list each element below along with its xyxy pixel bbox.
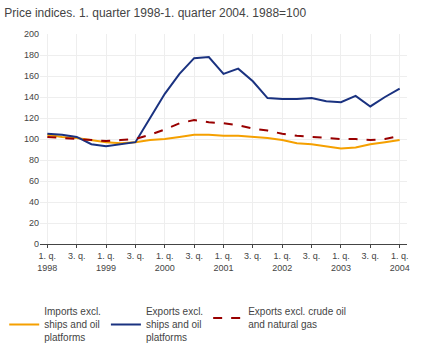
svg-text:20: 20 <box>29 218 39 228</box>
svg-text:60: 60 <box>29 176 39 186</box>
svg-text:3. q.: 3. q. <box>244 251 262 261</box>
svg-text:1. q.2004: 1. q.2004 <box>390 251 410 273</box>
svg-text:40: 40 <box>29 197 39 207</box>
svg-text:200: 200 <box>24 29 39 39</box>
svg-text:3. q.: 3. q. <box>127 251 145 261</box>
svg-text:1. q.1998: 1. q.1998 <box>37 251 57 273</box>
svg-text:1. q.2001: 1. q.2001 <box>213 251 233 273</box>
svg-text:120: 120 <box>24 113 39 123</box>
svg-text:Exports excl. crude oiland nat: Exports excl. crude oiland natural gas <box>248 306 346 330</box>
svg-text:3. q.: 3. q. <box>303 251 321 261</box>
svg-text:3. q.: 3. q. <box>185 251 203 261</box>
svg-text:1. q.2000: 1. q.2000 <box>155 251 175 273</box>
svg-text:3. q.: 3. q. <box>68 251 86 261</box>
svg-text:1. q.2003: 1. q.2003 <box>331 251 351 273</box>
svg-text:Exports excl.ships and oilplat: Exports excl.ships and oilplatforms <box>146 306 203 343</box>
svg-text:160: 160 <box>24 71 39 81</box>
svg-text:Imports excl.ships and oilplat: Imports excl.ships and oilplatforms <box>44 306 101 343</box>
svg-text:3. q.: 3. q. <box>362 251 380 261</box>
svg-text:180: 180 <box>24 50 39 60</box>
svg-text:Price indices. 1. quarter 1998: Price indices. 1. quarter 1998-1. quarte… <box>4 6 306 20</box>
svg-text:140: 140 <box>24 92 39 102</box>
svg-text:100: 100 <box>24 134 39 144</box>
svg-text:0: 0 <box>34 239 39 249</box>
svg-text:80: 80 <box>29 155 39 165</box>
svg-text:1. q.1999: 1. q.1999 <box>96 251 116 273</box>
svg-text:1. q.2002: 1. q.2002 <box>272 251 292 273</box>
